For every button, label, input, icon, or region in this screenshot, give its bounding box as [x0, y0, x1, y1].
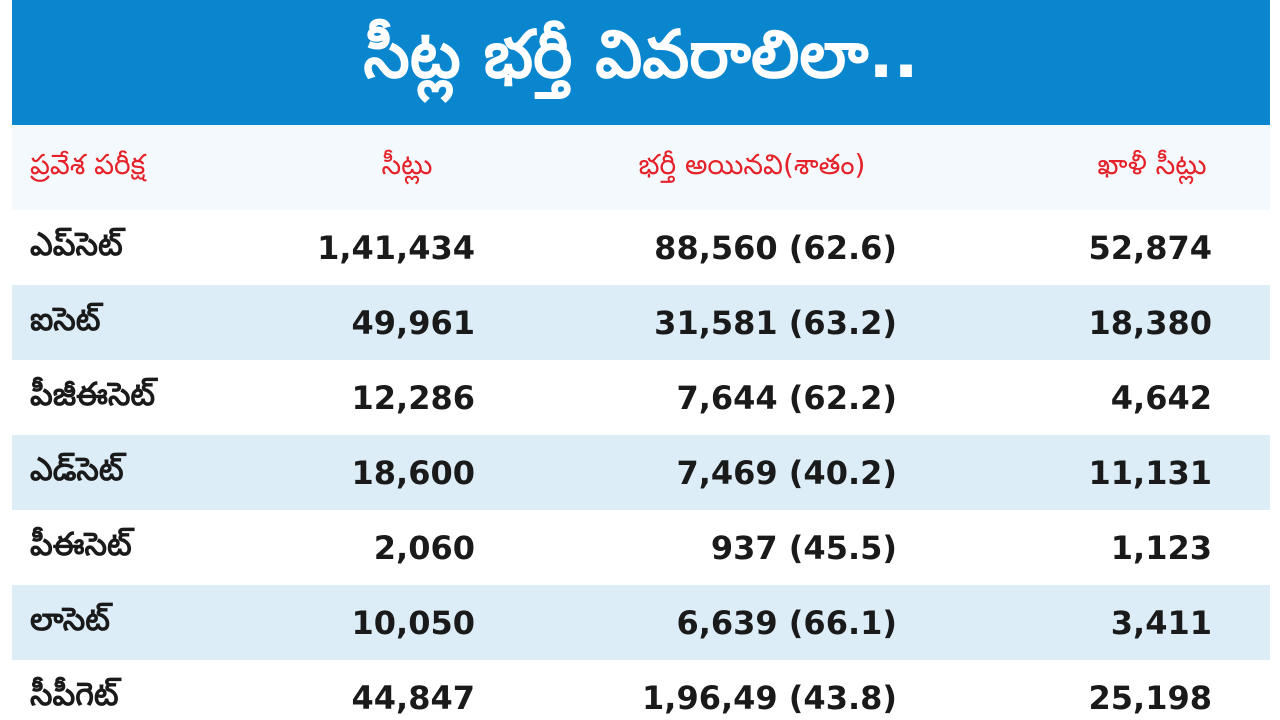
table-cell: ఐసెట్ [30, 299, 101, 338]
table-cell: 1,41,434 [317, 228, 475, 267]
table-cell: 937 (45.5) [710, 528, 897, 567]
table-cell: ఎడ్‌సెట్ [30, 449, 124, 488]
table-cell: 31,581 (63.2) [654, 303, 897, 342]
table-cell: పీఈసెట్ [30, 524, 132, 563]
column-header: భర్తీ అయినవి(శాతం) [638, 147, 866, 181]
header-row: ప్రవేశ పరీక్ష సీట్లు భర్తీ అయినవి(శాతం) … [12, 125, 1270, 210]
table-cell: లాసెట్ [30, 599, 110, 638]
table-row: ఎడ్‌సెట్ 18,600 7,469 (40.2) 11,131 [12, 435, 1270, 510]
table-row: ఐసెట్ 49,961 31,581 (63.2) 18,380 [12, 285, 1270, 360]
table-cell: 7,469 (40.2) [676, 453, 897, 492]
table-cell: 88,560 (62.6) [654, 228, 897, 267]
table-cell: 44,847 [351, 678, 475, 717]
table-cell: 12,286 [351, 378, 475, 417]
table-cell: 2,060 [373, 528, 475, 567]
column-header: ఖాళీ సీట్లు [1097, 147, 1207, 181]
table-cell: సీపీగెట్ [30, 674, 119, 713]
table-cell: 11,131 [1088, 453, 1212, 492]
table-cell: 18,600 [351, 453, 475, 492]
table-cell: 3,411 [1110, 603, 1212, 642]
table-cell: 18,380 [1088, 303, 1212, 342]
table-cell: 52,874 [1088, 228, 1212, 267]
table-cell: 1,96,49 (43.8) [642, 678, 897, 717]
table-cell: 10,050 [351, 603, 475, 642]
table-cell: పీజీఈసెట్ [30, 374, 156, 413]
table-row: ఎప్‌సెట్ 1,41,434 88,560 (62.6) 52,874 [12, 210, 1270, 285]
table-row: లాసెట్ 10,050 6,639 (66.1) 3,411 [12, 585, 1270, 660]
table-cell: 6,639 (66.1) [676, 603, 897, 642]
table-cell: 49,961 [351, 303, 475, 342]
column-header: సీట్లు [381, 147, 433, 181]
column-header: ప్రవేశ పరీక్ష [30, 147, 146, 181]
table-row: సీపీగెట్ 44,847 1,96,49 (43.8) 25,198 [12, 660, 1270, 720]
table-cell: ఎప్‌సెట్ [30, 224, 123, 263]
table-cell: 4,642 [1110, 378, 1212, 417]
table-cell: 7,644 (62.2) [676, 378, 897, 417]
table-cell: 25,198 [1088, 678, 1212, 717]
table-row: పీజీఈసెట్ 12,286 7,644 (62.2) 4,642 [12, 360, 1270, 435]
table-cell: 1,123 [1110, 528, 1212, 567]
table-row: పీఈసెట్ 2,060 937 (45.5) 1,123 [12, 510, 1270, 585]
title: సీట్ల భర్తీ వివరాలిలా.. [12, 0, 1270, 125]
